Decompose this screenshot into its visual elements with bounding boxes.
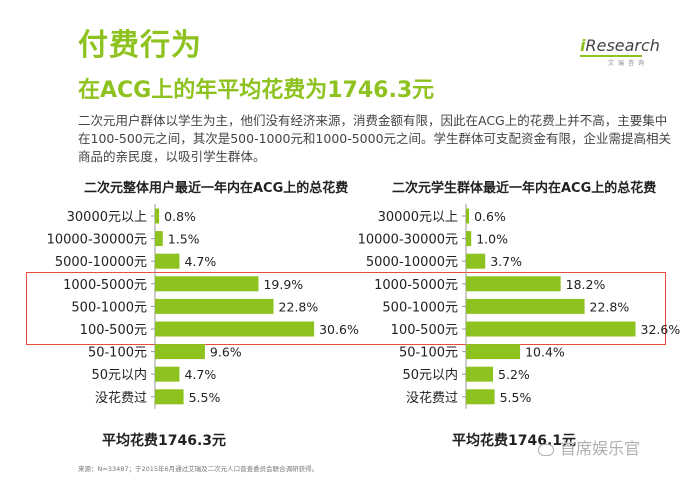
overall-value-label: 19.9%	[263, 277, 303, 292]
chart-title-overall: 二次元整体用户最近一年内在ACG上的总花费	[84, 181, 349, 196]
overall-value-label: 0.8%	[164, 209, 196, 224]
overall-value-label: 1.5%	[168, 232, 200, 247]
overall-bar	[155, 208, 160, 224]
chart-title-students: 二次元学生群体最近一年内在ACG上的总花费	[392, 181, 657, 196]
average-spend-students: 平均花费1746.1元	[452, 433, 577, 449]
page-subtitle: 在ACG上的年平均花费为1746.3元	[78, 78, 435, 103]
overall-value-label: 4.7%	[184, 367, 216, 382]
overall-value-label: 22.8%	[279, 299, 319, 314]
overall-value-label: 4.7%	[184, 254, 216, 269]
students-bar	[466, 366, 494, 382]
overall-value-label: 5.5%	[189, 390, 221, 405]
students-bar	[466, 276, 561, 292]
logo-underline	[580, 55, 642, 57]
overall-category-label: 10000-30000元	[47, 233, 147, 248]
students-bar	[466, 298, 585, 314]
highlight-box	[26, 272, 666, 345]
overall-category-label: 5000-10000元	[55, 255, 147, 270]
overall-bar	[155, 298, 274, 314]
overall-bar	[155, 344, 205, 360]
overall-bar	[155, 253, 180, 269]
students-value-label: 5.2%	[498, 367, 530, 382]
source-note: 来源：N=33487；于2015年6月通过艾瑞及二次元人口普查委员会联合调研获得…	[78, 465, 319, 473]
students-bar	[466, 344, 521, 360]
students-bar	[466, 321, 636, 337]
wechat-icon	[538, 443, 554, 456]
description-text: 二次元用户群体以学生为主，他们没有经济来源，消费金额有限，因此在ACG上的花费上…	[78, 113, 672, 164]
overall-category-label: 1000-5000元	[63, 278, 147, 293]
overall-value-label: 30.6%	[319, 322, 359, 337]
students-value-label: 0.6%	[474, 209, 506, 224]
overall-bar	[155, 321, 315, 337]
logo-subtext: 艾瑞咨询	[608, 60, 649, 67]
students-category-label: 50-100元	[399, 346, 458, 361]
students-bar	[466, 208, 470, 224]
overall-bar	[155, 276, 259, 292]
students-category-label: 500-1000元	[382, 300, 458, 315]
students-category-label: 100-500元	[391, 323, 458, 338]
overall-bar	[155, 231, 163, 247]
overall-category-label: 50元以内	[91, 367, 147, 383]
watermark-text: 首席娱乐官	[560, 439, 641, 458]
students-bar	[466, 253, 486, 269]
students-value-label: 3.7%	[490, 254, 522, 269]
students-category-label: 5000-10000元	[366, 255, 458, 270]
overall-category-label: 100-500元	[80, 323, 147, 338]
watermark: 首席娱乐官	[538, 435, 640, 459]
students-category-label: 30000元以上	[378, 210, 458, 225]
logo-i-glyph: i	[580, 36, 586, 55]
students-value-label: 10.4%	[525, 345, 565, 360]
students-value-label: 1.0%	[476, 232, 508, 247]
overall-category-label: 30000元以上	[67, 210, 147, 225]
logo-text: Research	[585, 36, 660, 55]
students-category-label: 1000-5000元	[374, 278, 458, 293]
students-value-label: 5.5%	[500, 390, 532, 405]
students-bar	[466, 389, 495, 405]
students-value-label: 22.8%	[590, 299, 630, 314]
overall-bar	[155, 389, 184, 405]
students-value-label: 18.2%	[566, 277, 606, 292]
students-category-label: 50元以内	[402, 367, 458, 383]
average-spend-overall: 平均花费1746.3元	[102, 433, 227, 449]
students-category-label: 没花费过	[406, 390, 458, 406]
overall-category-label: 没花费过	[95, 390, 147, 406]
students-category-label: 10000-30000元	[358, 233, 458, 248]
students-bar	[466, 231, 472, 247]
overall-category-label: 50-100元	[88, 346, 147, 361]
page-title: 付费行为	[78, 28, 202, 63]
overall-bar	[155, 366, 180, 382]
overall-category-label: 500-1000元	[71, 300, 147, 315]
students-value-label: 32.6%	[641, 322, 681, 337]
overall-value-label: 9.6%	[210, 345, 242, 360]
iresearch-logo: iResearch 艾瑞咨询	[580, 36, 670, 70]
